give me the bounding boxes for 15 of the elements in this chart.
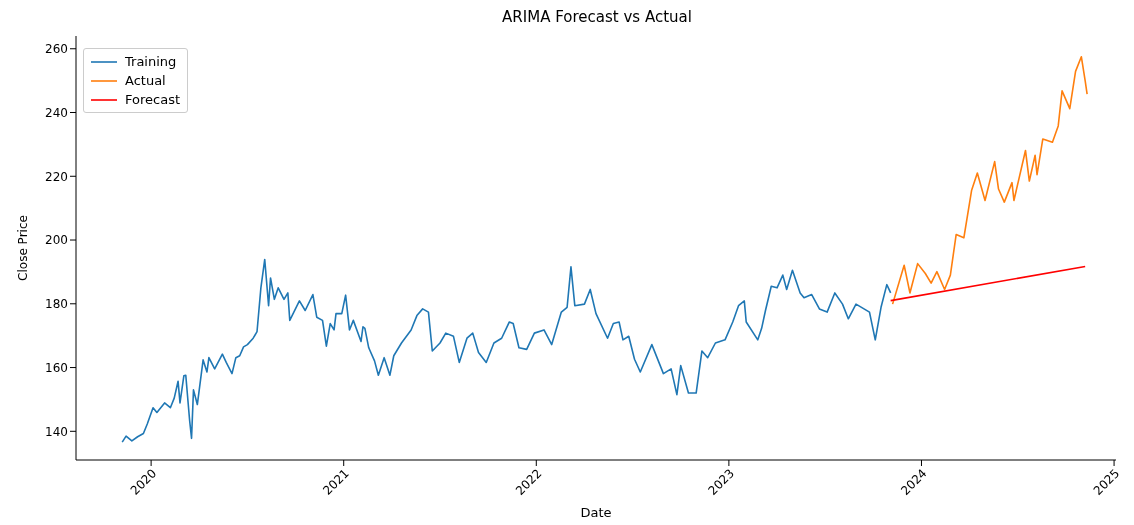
x-axis-title: Date: [580, 505, 612, 520]
legend-label: Forecast: [125, 91, 181, 109]
y-tick-label: 140: [45, 424, 68, 439]
legend-label: Training: [125, 53, 177, 71]
y-tick-label: 220: [45, 169, 68, 184]
y-tick-label: 160: [45, 360, 68, 375]
line-series: [891, 55, 1088, 305]
chart-title: ARIMA Forecast vs Actual: [501, 8, 693, 28]
line-series: [121, 258, 892, 443]
y-tick-label: 260: [45, 42, 68, 57]
y-tick-label: 180: [45, 297, 68, 312]
y-axis-title: Close Price: [16, 215, 31, 281]
legend-label: Actual: [125, 72, 166, 90]
y-tick-label: 240: [45, 105, 68, 120]
y-tick-label: 200: [45, 233, 68, 248]
